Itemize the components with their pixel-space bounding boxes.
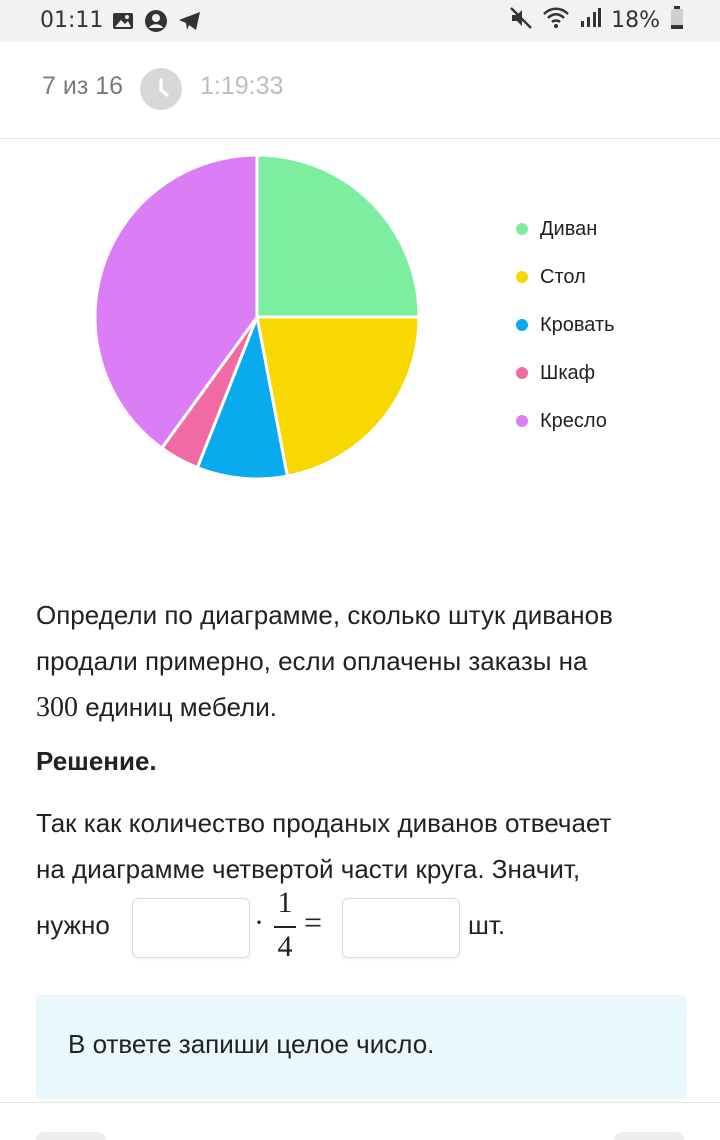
legend-item: Кресло xyxy=(516,397,615,445)
bottom-divider xyxy=(0,1102,720,1103)
answer-input-2[interactable] xyxy=(342,898,460,958)
legend-dot xyxy=(516,223,528,235)
question-line-1: Определи по диаграмме, сколько штук дива… xyxy=(36,600,613,630)
legend-item: Кровать xyxy=(516,301,615,349)
legend-label: Кресло xyxy=(540,409,607,432)
battery-icon xyxy=(670,6,684,34)
legend-item: Стол xyxy=(516,253,615,301)
bottom-nav-button-left[interactable] xyxy=(36,1132,106,1140)
legend-label: Кровать xyxy=(540,313,615,336)
task-header: 7 из 16 1:19:33 xyxy=(0,42,720,139)
equals-sign: = xyxy=(304,904,323,940)
telegram-icon xyxy=(178,10,202,36)
status-bar: 01:11 18% xyxy=(0,0,720,42)
hint-box: В ответе запиши целое число. xyxy=(36,995,686,1099)
question-text: Определи по диаграмме, сколько штук дива… xyxy=(36,592,686,731)
solution-line-2: на диаграмме четвертой части круга. Знач… xyxy=(36,854,581,884)
formula-prefix: нужно xyxy=(36,910,110,940)
mute-icon xyxy=(509,6,533,34)
unit-label: шт. xyxy=(468,910,506,940)
fraction-denominator: 4 xyxy=(277,930,293,963)
image-icon xyxy=(112,11,134,35)
question-number: 300 xyxy=(36,692,78,723)
status-time: 01:11 xyxy=(40,8,104,33)
pie-slice-0 xyxy=(255,153,421,319)
legend-item: Шкаф xyxy=(516,349,615,397)
wifi-icon xyxy=(543,7,569,33)
legend-label: Стол xyxy=(540,265,586,288)
solution-title: Решение. xyxy=(36,746,157,776)
timer-text: 1:19:33 xyxy=(200,72,284,100)
pie-slice-4 xyxy=(93,153,259,451)
task-counter: 7 из 16 xyxy=(42,72,124,100)
chart-legend: Диван Стол Кровать Шкаф Кресло xyxy=(516,205,615,445)
pie-slice-1 xyxy=(255,315,421,478)
hint-text: В ответе запиши целое число. xyxy=(68,1029,435,1059)
legend-item: Диван xyxy=(516,205,615,253)
fraction-bar xyxy=(274,926,296,928)
legend-dot xyxy=(516,319,528,331)
account-icon xyxy=(144,9,168,37)
legend-label: Шкаф xyxy=(540,361,596,384)
signal-icon xyxy=(579,7,602,33)
pie-slice-2 xyxy=(195,311,290,481)
clock-icon xyxy=(140,68,182,110)
legend-dot xyxy=(516,415,528,427)
fraction-numerator: 1 xyxy=(277,886,293,919)
question-line-3-rest: единиц мебели. xyxy=(78,692,277,722)
pie-chart xyxy=(93,153,421,481)
legend-dot xyxy=(516,271,528,283)
solution-text: Так как количество проданых диванов отве… xyxy=(36,800,686,892)
legend-label: Диван xyxy=(540,217,598,240)
formula-row: нужно · 1 4 = шт. xyxy=(36,886,686,966)
bottom-nav-button-right[interactable] xyxy=(614,1132,684,1140)
multiply-dot: · xyxy=(254,906,264,939)
question-line-2: продали примерно, если оплачены заказы н… xyxy=(36,646,588,676)
solution-line-1: Так как количество проданых диванов отве… xyxy=(36,808,612,838)
answer-input-1[interactable] xyxy=(132,898,250,958)
question-line-3: 300 единиц мебели. xyxy=(36,684,686,731)
battery-percent: 18% xyxy=(611,7,660,33)
legend-dot xyxy=(516,367,528,379)
